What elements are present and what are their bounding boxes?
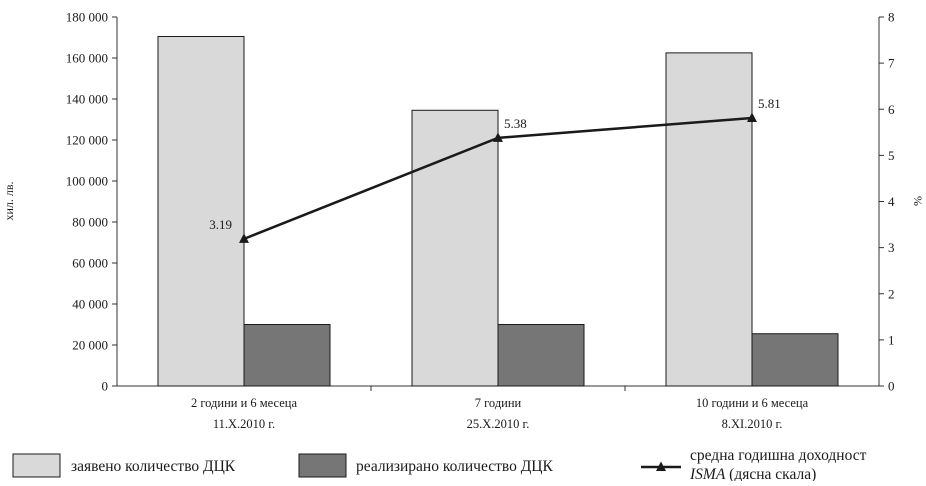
y-tick-label-right: 2 — [888, 286, 895, 301]
y-tick-label-left: 60 000 — [72, 256, 108, 271]
yield-marker — [239, 233, 249, 243]
y-tick-label-right: 4 — [888, 194, 895, 209]
x-tick-label: 8.XI.2010 г. — [722, 417, 783, 431]
legend-label-scale-note: (дясна скала) — [725, 466, 816, 481]
y-axis-title-left: хил. лв. — [2, 181, 16, 220]
legend: заявено количество ДЦК реализирано количе… — [12, 447, 867, 483]
y-tick-label-right: 8 — [888, 10, 895, 25]
x-tick-label: 25.X.2010 г. — [467, 417, 530, 431]
legend-label-declared: заявено количество ДЦК — [71, 458, 236, 475]
y-tick-label-left: 80 000 — [72, 215, 108, 230]
y-tick-label-left: 20 000 — [72, 338, 108, 353]
y-tick-label-right: 6 — [888, 102, 895, 117]
yield-marker — [747, 112, 757, 123]
y-tick-label-right: 0 — [888, 379, 895, 394]
y-tick-label-left: 180 000 — [66, 10, 108, 25]
y-tick-label-left: 140 000 — [66, 92, 108, 107]
bar-realized — [243, 324, 331, 387]
y-tick-label-right: 5 — [888, 148, 895, 163]
bar-declared — [157, 35, 245, 387]
legend-label-realized: реализирано количество ДЦК — [356, 458, 553, 475]
legend-marker-yield — [656, 461, 666, 471]
legend-label-yield: средна годишна доходност — [690, 447, 867, 464]
x-tick-label: 2 години и 6 месеца — [191, 396, 298, 410]
y-tick-label-left: 0 — [102, 379, 109, 394]
x-tick-label: 10 години и 6 месеца — [696, 396, 809, 410]
bar-realized — [497, 324, 585, 387]
bars — [157, 35, 839, 387]
y-tick-label-left: 40 000 — [72, 297, 108, 312]
y-tick-label-left: 160 000 — [66, 51, 108, 66]
data-label: 5.81 — [758, 96, 781, 111]
x-tick-label: 7 години — [475, 396, 522, 410]
legend-swatch-realized — [298, 453, 347, 478]
y-tick-label-right: 1 — [888, 332, 895, 347]
x-tick-label: 11.X.2010 г. — [213, 417, 275, 431]
yield-line — [239, 112, 757, 243]
yield-marker — [493, 132, 503, 142]
legend-label-yield-line2: ISMA (дясна скала) — [689, 466, 816, 481]
data-label: 5.38 — [504, 116, 527, 131]
bar-declared — [665, 52, 753, 387]
y-tick-label-right: 3 — [888, 240, 895, 255]
y-tick-label-left: 120 000 — [66, 133, 108, 148]
bar-realized — [751, 333, 839, 387]
y-axis-title-right: % — [911, 196, 925, 206]
y-tick-label-right: 7 — [888, 56, 895, 71]
bar-declared — [411, 109, 499, 387]
y-tick-label-left: 100 000 — [66, 174, 108, 189]
legend-label-isma: ISMA — [689, 466, 726, 481]
legend-swatch-declared — [12, 453, 61, 478]
labels: хил. лв. % 0 20 000 40 000 60 000 80 000 100 … — [2, 10, 925, 432]
data-label: 3.19 — [209, 217, 232, 232]
